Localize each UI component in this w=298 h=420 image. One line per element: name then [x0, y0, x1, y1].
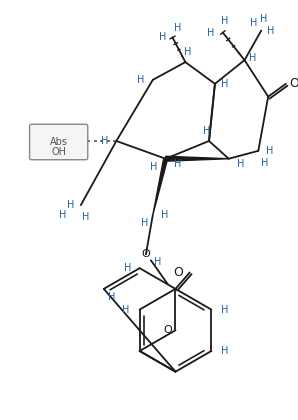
Text: O: O [142, 249, 150, 260]
Text: H: H [59, 210, 67, 220]
Text: H: H [221, 79, 229, 89]
Text: OH: OH [51, 147, 66, 157]
Text: H: H [161, 210, 168, 220]
Text: H: H [203, 126, 211, 136]
Text: H: H [207, 28, 215, 37]
Text: H: H [141, 218, 149, 228]
Text: H: H [150, 162, 157, 172]
Text: H: H [82, 212, 89, 222]
Text: H: H [237, 159, 244, 169]
Text: H: H [159, 32, 166, 42]
Text: O: O [163, 325, 172, 335]
Text: H: H [154, 257, 162, 267]
Text: H: H [67, 200, 75, 210]
Text: H: H [260, 14, 267, 24]
Text: O: O [173, 266, 183, 279]
Text: H: H [249, 53, 256, 63]
Text: H: H [174, 159, 181, 169]
Text: H: H [108, 292, 115, 302]
Text: H: H [260, 158, 268, 168]
Text: O: O [289, 77, 298, 90]
Text: Abs: Abs [50, 137, 68, 147]
Text: H: H [221, 16, 229, 26]
Text: H: H [137, 75, 145, 85]
Text: H: H [267, 26, 275, 36]
Text: H: H [184, 47, 191, 57]
Text: H: H [101, 136, 108, 146]
Text: H: H [221, 304, 229, 315]
Text: H: H [221, 346, 229, 356]
Text: H: H [174, 23, 181, 33]
FancyBboxPatch shape [30, 124, 88, 160]
Text: H: H [124, 263, 131, 273]
Text: H: H [122, 304, 130, 315]
Polygon shape [153, 158, 167, 215]
Text: H: H [266, 146, 274, 156]
Text: H: H [250, 18, 257, 28]
Polygon shape [166, 156, 229, 161]
